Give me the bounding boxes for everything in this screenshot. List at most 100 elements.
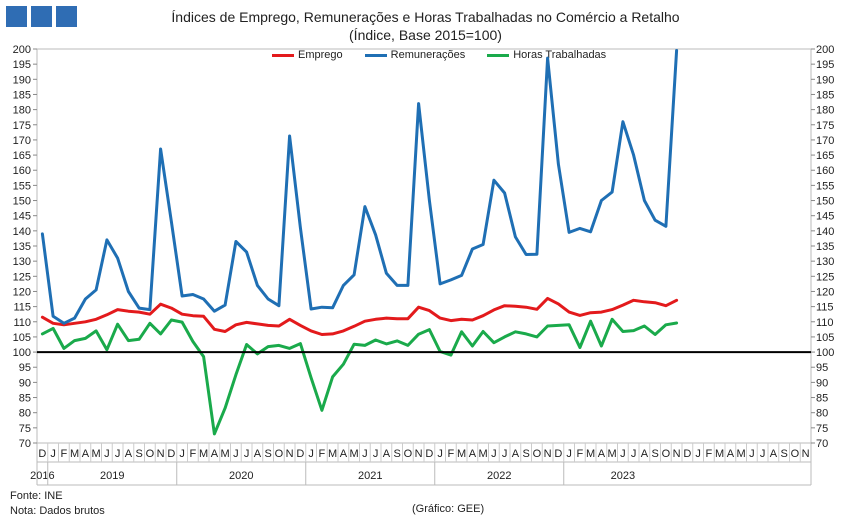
data-point-remuneracoes xyxy=(148,308,152,311)
data-point-horas-trabalhadas xyxy=(309,376,313,380)
data-point-remuneracoes xyxy=(137,306,141,310)
x-tick-label-month: J xyxy=(233,448,239,460)
y-tick-label-left: 165 xyxy=(13,150,31,162)
data-point-horas-trabalhadas xyxy=(148,322,152,325)
x-tick-label-month: N xyxy=(802,448,810,460)
y-tick-label-right: 165 xyxy=(816,150,834,162)
y-tick-label-left: 175 xyxy=(13,120,31,132)
x-tick-label-month: A xyxy=(641,448,649,460)
data-point-remuneracoes xyxy=(73,316,76,320)
x-tick-label-month: M xyxy=(92,448,101,460)
data-point-horas-trabalhadas xyxy=(84,337,87,340)
y-tick-label-left: 155 xyxy=(13,180,31,192)
y-tick-label-right: 170 xyxy=(816,135,834,147)
x-tick-label-month: F xyxy=(448,448,455,460)
y-tick-label-right: 200 xyxy=(816,44,834,56)
x-tick-label-month: J xyxy=(695,448,701,460)
x-tick-label-month: M xyxy=(221,448,230,460)
x-tick-label-month: M xyxy=(199,448,208,460)
data-point-horas-trabalhadas xyxy=(492,341,496,344)
y-tick-label-right: 80 xyxy=(816,408,828,420)
x-tick-label-month: J xyxy=(115,448,121,460)
data-point-emprego xyxy=(277,324,281,328)
y-tick-label-right: 190 xyxy=(816,74,834,86)
data-point-emprego xyxy=(213,328,216,331)
x-tick-label-month: S xyxy=(264,448,271,460)
data-point-remuneracoes xyxy=(51,315,55,318)
data-point-horas-trabalhadas xyxy=(535,335,539,339)
x-tick-label-month: S xyxy=(135,448,142,460)
data-point-remuneracoes xyxy=(675,49,678,52)
data-point-remuneracoes xyxy=(524,253,528,256)
x-tick-label-month: J xyxy=(749,448,755,460)
data-point-remuneracoes xyxy=(256,284,259,287)
data-point-horas-trabalhadas xyxy=(127,339,130,342)
data-point-emprego xyxy=(234,323,238,326)
y-tick-label-left: 125 xyxy=(13,271,31,283)
data-point-remuneracoes xyxy=(159,147,162,151)
x-tick-label-month: N xyxy=(544,448,552,460)
data-point-horas-trabalhadas xyxy=(600,344,603,348)
x-tick-label-month: M xyxy=(608,448,617,460)
x-tick-label-month: S xyxy=(651,448,658,460)
series-line-emprego xyxy=(40,296,679,336)
data-point-horas-trabalhadas xyxy=(643,324,646,328)
x-tick-label-month: J xyxy=(362,448,368,460)
data-point-remuneracoes xyxy=(600,199,603,202)
data-point-emprego xyxy=(245,321,248,324)
data-point-emprego xyxy=(503,304,506,307)
x-tick-label-month: A xyxy=(469,448,477,460)
y-tick-label-left: 90 xyxy=(19,377,31,389)
x-tick-label-month: A xyxy=(727,448,735,460)
x-tick-label-month: D xyxy=(554,448,562,460)
y-tick-label-left: 150 xyxy=(13,196,31,208)
data-point-emprego xyxy=(320,333,324,336)
x-tick-label-month: D xyxy=(425,448,433,460)
x-tick-label-month: N xyxy=(157,448,165,460)
footer-note: Nota: Dados brutos xyxy=(10,505,105,517)
data-point-emprego xyxy=(94,318,98,321)
data-point-remuneracoes xyxy=(632,153,635,157)
data-point-remuneracoes xyxy=(213,309,216,313)
brand-logo-block-2 xyxy=(31,6,52,27)
data-point-remuneracoes xyxy=(320,306,324,309)
data-point-remuneracoes xyxy=(395,284,399,287)
data-point-emprego xyxy=(460,318,463,321)
x-tick-label-month: M xyxy=(586,448,595,460)
data-point-remuneracoes xyxy=(417,102,420,105)
x-tick-label-month: O xyxy=(662,448,671,460)
data-point-remuneracoes xyxy=(277,304,281,307)
data-point-horas-trabalhadas xyxy=(137,338,141,341)
data-point-remuneracoes xyxy=(342,284,345,287)
data-point-emprego xyxy=(557,302,560,306)
x-tick-label-month: J xyxy=(437,448,443,460)
data-point-remuneracoes xyxy=(223,303,227,307)
legend-swatch-horas xyxy=(487,53,510,57)
series-line-horas-trabalhadas xyxy=(40,317,679,436)
data-point-horas-trabalhadas xyxy=(170,318,173,322)
chart-legend: Emprego Remunerações Horas Trabalhadas xyxy=(272,49,606,61)
y-tick-label-right: 135 xyxy=(816,241,834,253)
y-tick-label-left: 140 xyxy=(13,226,31,238)
data-point-horas-trabalhadas xyxy=(557,324,560,327)
y-tick-label-left: 145 xyxy=(13,211,31,223)
y-tick-label-left: 180 xyxy=(13,105,31,117)
data-point-horas-trabalhadas xyxy=(352,342,356,346)
legend-item-remuneracoes: Remunerações xyxy=(364,49,465,61)
x-tick-label-month: J xyxy=(491,448,497,460)
data-point-remuneracoes xyxy=(309,307,313,311)
footer-source: Fonte: INE xyxy=(10,490,63,502)
data-point-emprego xyxy=(675,299,678,302)
data-point-emprego xyxy=(105,313,109,316)
x-tick-label-month: O xyxy=(533,448,542,460)
data-point-remuneracoes xyxy=(535,252,539,256)
x-tick-label-month: J xyxy=(244,448,250,460)
y-tick-label-right: 100 xyxy=(816,347,834,359)
data-point-emprego xyxy=(73,322,76,325)
data-point-horas-trabalhadas xyxy=(266,345,270,348)
x-tick-label-month: J xyxy=(104,448,110,460)
data-point-emprego xyxy=(266,324,270,327)
data-point-remuneracoes xyxy=(363,205,367,208)
data-point-emprego xyxy=(632,299,635,302)
data-point-remuneracoes xyxy=(105,238,109,242)
